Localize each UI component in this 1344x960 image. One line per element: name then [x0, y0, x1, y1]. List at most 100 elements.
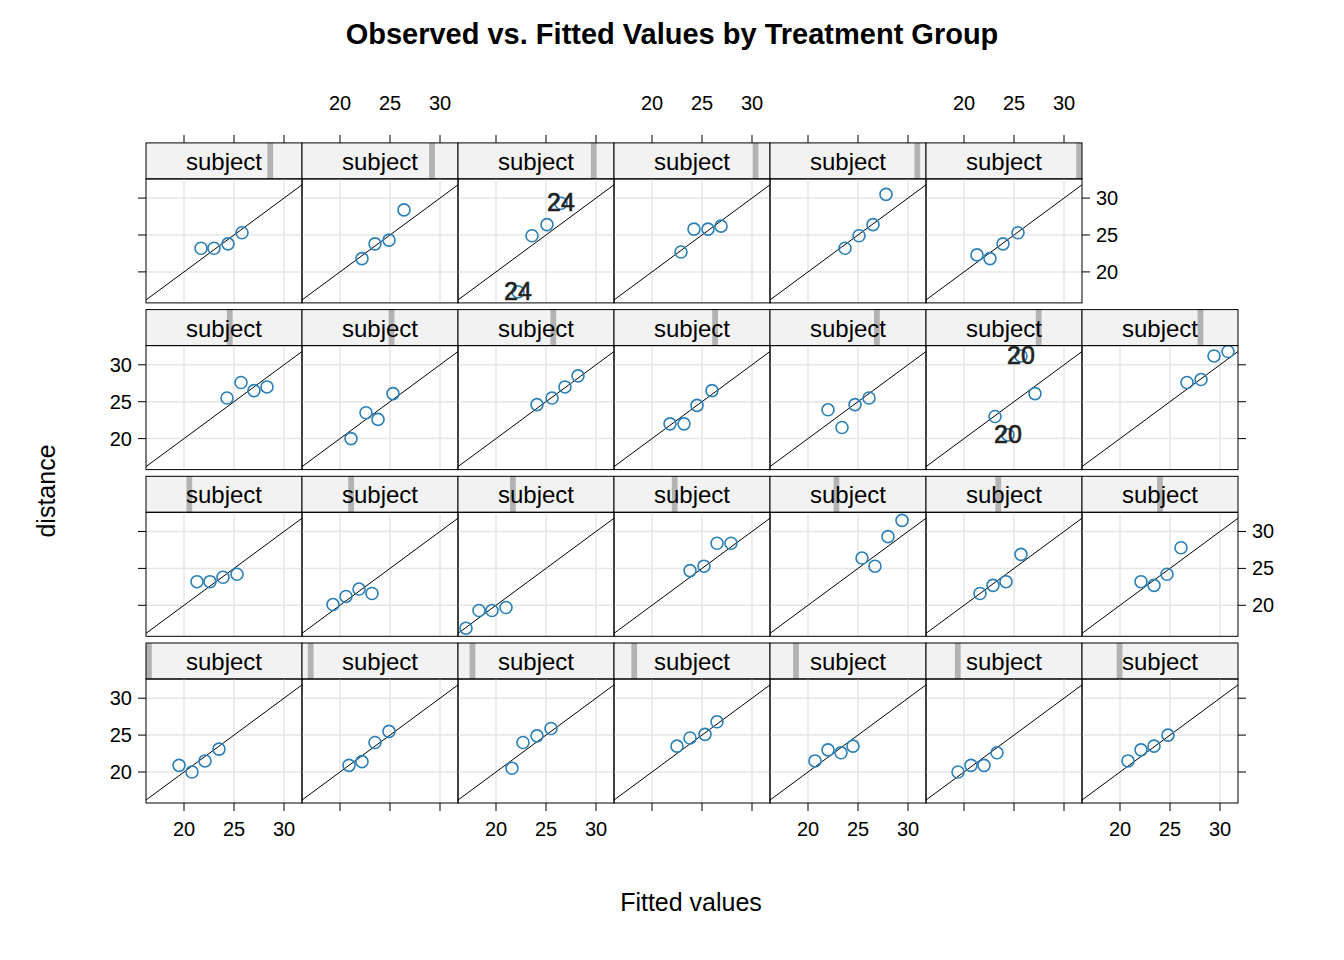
strip-frame [1082, 643, 1238, 679]
x-tick-label: 25 [1003, 92, 1025, 114]
strip-bg [302, 310, 458, 346]
point [822, 744, 834, 756]
point [867, 219, 879, 231]
strip-frame [302, 643, 458, 679]
plot-area [614, 679, 770, 803]
x-tick [546, 135, 547, 143]
strip-bg [458, 143, 614, 179]
strip-bg [458, 310, 614, 346]
point [839, 242, 851, 254]
strip-bg [770, 143, 926, 179]
point [460, 622, 472, 634]
x-tick [546, 803, 547, 811]
point [195, 242, 207, 254]
strip-label: subject [186, 481, 262, 508]
point [517, 736, 529, 748]
x-tick-label: 25 [847, 818, 869, 840]
panel: subject [766, 310, 934, 470]
x-tick [1014, 803, 1015, 811]
reference-line [614, 179, 770, 303]
point [849, 399, 861, 411]
strip-label: subject [186, 148, 262, 175]
y-tick [1082, 198, 1090, 199]
panel-frame [770, 346, 926, 470]
x-tick [234, 135, 235, 143]
x-tick [234, 803, 235, 811]
strip-frame [458, 310, 614, 346]
grid-line [770, 364, 926, 366]
point [213, 743, 225, 755]
panel-frame [926, 679, 1082, 803]
x-tick [496, 135, 497, 143]
point [691, 399, 703, 411]
grid-line [770, 234, 926, 236]
grid-line [1082, 734, 1238, 736]
grid-line [146, 234, 302, 236]
y-tick [1238, 364, 1246, 365]
strip-frame [458, 143, 614, 179]
plot-area [926, 679, 1082, 803]
grid-line [614, 605, 770, 607]
x-tick-label: 20 [797, 818, 819, 840]
grid-line [458, 771, 614, 773]
plot-area [614, 179, 770, 303]
point [725, 537, 737, 549]
strip-bg [146, 310, 302, 346]
x-tick [1014, 135, 1015, 143]
y-tick [1238, 531, 1246, 532]
strip-level-bar [429, 143, 435, 179]
strip-bg [146, 643, 302, 679]
grid-line [614, 271, 770, 273]
strip-label: subject [1122, 481, 1198, 508]
grid-line [926, 234, 1082, 236]
x-tick-label: 20 [641, 92, 663, 114]
reference-line [1082, 512, 1238, 636]
plot-area [302, 179, 458, 303]
strip-level-bar [1198, 310, 1204, 346]
grid-line [302, 531, 458, 533]
grid-line [926, 568, 1082, 570]
x-tick [752, 803, 753, 811]
point [531, 730, 543, 742]
plot-area [926, 512, 1082, 636]
point [671, 740, 683, 752]
y-tick [138, 401, 146, 402]
point-label: 24 [547, 188, 575, 216]
panel: subject [298, 643, 466, 803]
panel: subject [1078, 476, 1246, 636]
strip-frame [302, 476, 458, 512]
point [387, 388, 399, 400]
panel: subject [142, 143, 310, 303]
plot-area [146, 679, 302, 803]
grid-line [770, 438, 926, 440]
point-label: 20 [994, 420, 1022, 448]
grid-line [458, 734, 614, 736]
point [1181, 377, 1193, 389]
y-tick [138, 698, 146, 699]
reference-line [770, 179, 926, 303]
strip-level-bar [146, 643, 152, 679]
grid-line [146, 605, 302, 607]
panel-frame [1082, 679, 1238, 803]
plot-area [770, 346, 926, 470]
y-tick-label: 20 [1252, 594, 1274, 616]
x-tick [284, 803, 285, 811]
grid-line [146, 531, 302, 533]
strip-bg [770, 643, 926, 679]
reference-line [302, 679, 458, 803]
panel: subject [922, 643, 1090, 803]
point [853, 230, 865, 242]
grid-line [770, 568, 926, 570]
strip-label: subject [810, 315, 886, 342]
x-tick-label: 30 [741, 92, 763, 114]
panel-frame [458, 512, 614, 636]
x-tick-label: 30 [1209, 818, 1231, 840]
grid-line [146, 271, 302, 273]
strip-frame [146, 643, 302, 679]
x-tick [1170, 803, 1171, 811]
grid-line [926, 401, 1082, 403]
strip-label: subject [342, 315, 418, 342]
grid-line [458, 401, 614, 403]
panel-frame [146, 346, 302, 470]
grid-line [458, 568, 614, 570]
